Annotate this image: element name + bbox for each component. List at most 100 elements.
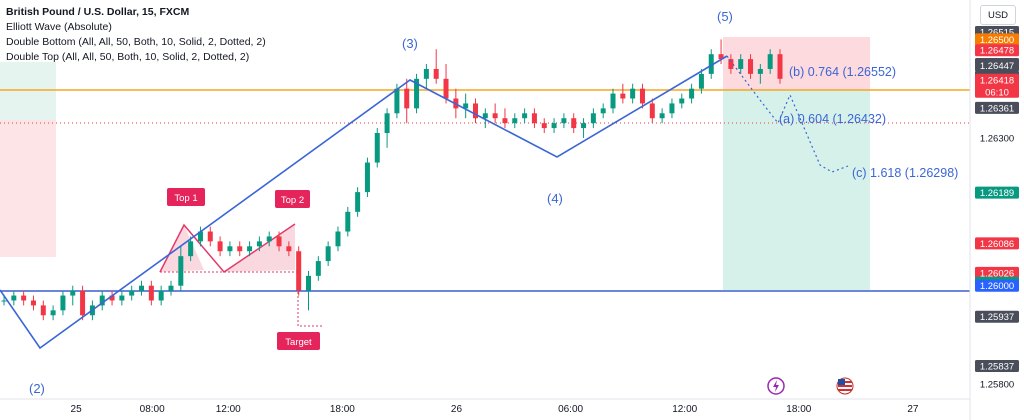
candle-body xyxy=(335,231,341,247)
svg-text:1.26189: 1.26189 xyxy=(980,188,1014,199)
candle-body xyxy=(178,256,184,286)
candle-body xyxy=(139,285,145,291)
svg-text:1.26000: 1.26000 xyxy=(980,281,1014,292)
candle-body xyxy=(247,246,253,252)
candle-body xyxy=(188,241,194,257)
candle-body xyxy=(718,54,724,60)
candle-body xyxy=(777,54,783,79)
top-2-badge: Top 2 xyxy=(275,190,310,208)
candle-body xyxy=(649,103,655,119)
time-tick-label: 18:00 xyxy=(786,404,811,415)
position-stop-zone[interactable] xyxy=(723,37,870,90)
candle-body xyxy=(207,231,213,242)
legend-indicator-double-bottom[interactable]: Double Bottom (All, All, 50, Both, 10, S… xyxy=(6,36,266,48)
candle-body xyxy=(40,305,46,316)
candle-body xyxy=(689,88,695,99)
candle-body xyxy=(472,103,478,119)
price-label: 1.26189 xyxy=(975,186,1019,199)
candle-body xyxy=(345,211,351,232)
us-flag-icon[interactable] xyxy=(836,377,854,395)
time-tick-label: 06:00 xyxy=(558,404,583,415)
price-axis-labels: 1.265151.265001.264781.264501.264471.264… xyxy=(975,26,1019,372)
candle-body xyxy=(60,295,66,311)
candle-body xyxy=(384,113,390,133)
price-label: 1.26500 xyxy=(975,33,1019,46)
price-tick-label: 1.25800 xyxy=(980,380,1014,391)
svg-text:1.26478: 1.26478 xyxy=(980,46,1014,57)
price-label: 1.26026 xyxy=(975,266,1019,279)
chart-legend: British Pound / U.S. Dollar, 15, FXCM El… xyxy=(6,5,266,65)
target-badge: Target xyxy=(277,332,320,350)
price-label: 1.25937 xyxy=(975,310,1019,323)
candle-body xyxy=(256,241,262,247)
candle-body xyxy=(541,123,547,129)
candle-body xyxy=(551,123,557,129)
candle-body xyxy=(21,295,27,301)
candle-body xyxy=(109,295,115,301)
projection-label-b: (b) 0.764 (1.26552) xyxy=(789,65,896,79)
candle-body xyxy=(522,113,528,119)
candle-body xyxy=(728,59,734,69)
candle-body xyxy=(80,290,86,316)
candle-body xyxy=(217,241,223,252)
price-label: 1.26447 xyxy=(975,59,1019,72)
candle-body xyxy=(266,236,272,242)
candle-body xyxy=(414,78,420,109)
legend-title[interactable]: British Pound / U.S. Dollar, 15, FXCM xyxy=(6,6,190,18)
legend-indicator-elliott[interactable]: Elliott Wave (Absolute) xyxy=(6,21,112,33)
double-top-pattern-1 xyxy=(160,225,204,272)
lightning-icon[interactable] xyxy=(767,377,785,395)
candle-body xyxy=(767,54,773,69)
candle-body xyxy=(1,300,7,302)
wave-label-4: (4) xyxy=(547,191,563,206)
elliott-wave-line[interactable] xyxy=(0,55,728,350)
time-tick-label: 25 xyxy=(71,404,83,415)
time-tick-label: 26 xyxy=(451,404,463,415)
svg-text:1.26447: 1.26447 xyxy=(980,61,1014,72)
time-tick-label: 27 xyxy=(907,404,919,415)
time-axis[interactable]: 25 08:00 12:00 18:00 26 06:00 12:00 18:00 27 xyxy=(71,404,919,415)
candle-body xyxy=(11,295,17,301)
candle-body xyxy=(463,103,469,109)
candle-body xyxy=(374,133,380,163)
candle-body xyxy=(492,113,498,119)
candle-body xyxy=(757,68,763,74)
svg-text:06:10: 06:10 xyxy=(985,87,1009,98)
svg-text:1.26086: 1.26086 xyxy=(980,239,1014,250)
candle-body xyxy=(355,192,361,212)
candle-body xyxy=(502,118,508,124)
time-tick-label: 12:00 xyxy=(216,404,241,415)
price-tick-label: 1.26300 xyxy=(980,133,1014,144)
price-label: 1.26000 xyxy=(975,279,1019,292)
candle-body xyxy=(296,251,302,291)
legend-indicator-double-top[interactable]: Double Top (All, All, 50, Both, 10, Soli… xyxy=(6,51,250,63)
svg-text:1.25837: 1.25837 xyxy=(980,361,1014,372)
svg-text:1.26515: 1.26515 xyxy=(980,28,1014,39)
left-position-loss-zone xyxy=(0,120,56,257)
price-label: 1.25837 xyxy=(975,359,1019,372)
candle-body xyxy=(748,59,754,74)
candle-body xyxy=(433,68,439,79)
time-tick-label: 12:00 xyxy=(672,404,697,415)
svg-text:1.26026: 1.26026 xyxy=(980,268,1014,279)
candle-body xyxy=(306,275,312,291)
svg-text:1.26361: 1.26361 xyxy=(980,103,1014,114)
wave-projection-path xyxy=(726,55,849,173)
candles xyxy=(1,39,783,321)
time-tick-label: 18:00 xyxy=(330,404,355,415)
candle-body xyxy=(512,118,518,124)
candle-body xyxy=(443,78,449,99)
candle-body xyxy=(404,88,410,109)
candle-body xyxy=(620,93,626,99)
candle-body xyxy=(659,113,665,119)
candle-body xyxy=(315,261,321,276)
candle-body xyxy=(168,285,174,291)
currency-button[interactable]: USD xyxy=(980,5,1016,25)
candle-body xyxy=(70,290,76,296)
candle-body xyxy=(158,290,164,301)
candle-body xyxy=(610,93,616,109)
projection-label-c: (c) 1.618 (1.26298) xyxy=(852,166,958,180)
candle-body xyxy=(698,73,704,89)
top-1-badge: Top 1 xyxy=(167,188,205,206)
